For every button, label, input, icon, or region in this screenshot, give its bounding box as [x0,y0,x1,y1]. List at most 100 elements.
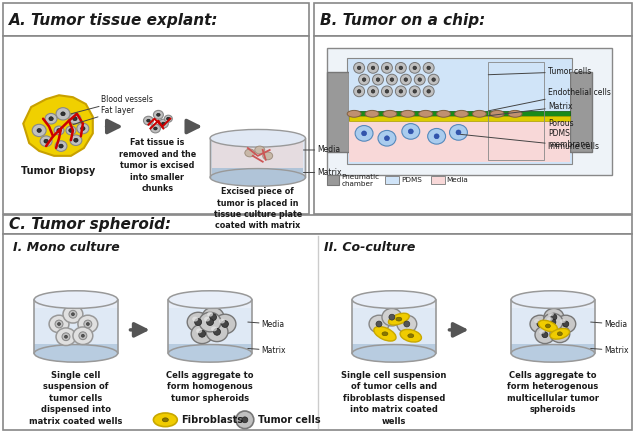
Bar [168,308,252,344]
Ellipse shape [79,332,87,340]
Ellipse shape [71,313,75,316]
Ellipse shape [262,152,273,160]
Bar [352,308,436,344]
Ellipse shape [354,62,364,73]
Ellipse shape [210,169,306,186]
Ellipse shape [378,130,396,146]
Text: Single cell
suspension of
tumor cells
dispensed into
matrix coated wells: Single cell suspension of tumor cells di… [29,371,122,426]
Ellipse shape [32,124,46,136]
Text: C. Tumor spheroid:: C. Tumor spheroid: [10,217,171,232]
Ellipse shape [544,308,564,326]
Ellipse shape [557,331,563,337]
Bar [315,4,633,36]
Ellipse shape [154,110,163,119]
Ellipse shape [81,127,85,130]
Text: Tumor cells: Tumor cells [489,67,591,76]
Bar [327,72,349,152]
Polygon shape [34,300,118,353]
Ellipse shape [408,129,413,134]
Bar [431,176,445,184]
Ellipse shape [204,317,210,322]
Ellipse shape [408,334,414,337]
Ellipse shape [352,291,436,308]
Ellipse shape [214,314,236,334]
Ellipse shape [49,117,54,121]
Text: Matrix: Matrix [489,103,573,116]
Ellipse shape [147,119,150,122]
Bar [315,36,633,213]
Polygon shape [210,138,306,177]
Ellipse shape [150,124,161,133]
Text: PDMS: PDMS [401,177,422,183]
Ellipse shape [191,324,213,344]
Ellipse shape [436,110,450,117]
Text: Fat layer: Fat layer [73,106,134,125]
Ellipse shape [434,134,439,139]
Bar [349,111,569,116]
Ellipse shape [210,129,306,147]
Ellipse shape [413,90,417,93]
Text: B. Tumor on a chip:: B. Tumor on a chip: [320,14,485,29]
Ellipse shape [548,312,554,316]
Ellipse shape [74,138,78,142]
Ellipse shape [63,305,83,323]
Ellipse shape [73,117,77,121]
Ellipse shape [187,312,209,332]
Text: Media: Media [248,319,285,329]
Ellipse shape [563,321,569,327]
Text: Cells aggregate to
form homogenous
tumor spheroids: Cells aggregate to form homogenous tumor… [166,371,254,403]
Ellipse shape [450,125,468,140]
Ellipse shape [428,74,439,85]
Ellipse shape [390,78,394,81]
Text: Tumor Biopsy: Tumor Biopsy [21,165,95,176]
Ellipse shape [542,332,548,337]
Ellipse shape [143,116,154,125]
Ellipse shape [54,126,64,135]
Ellipse shape [399,90,403,93]
Ellipse shape [168,345,252,362]
Ellipse shape [418,78,422,81]
Ellipse shape [192,317,198,322]
Ellipse shape [508,110,522,117]
Ellipse shape [40,136,52,147]
Ellipse shape [73,327,93,345]
Ellipse shape [49,315,69,333]
Ellipse shape [374,326,396,341]
Ellipse shape [210,314,217,321]
Ellipse shape [357,66,361,70]
Text: Endothelial cells: Endothelial cells [489,88,611,111]
Ellipse shape [354,86,364,97]
Bar [3,4,310,36]
Ellipse shape [70,135,82,146]
Bar [511,308,594,344]
Ellipse shape [59,144,63,148]
Ellipse shape [490,110,505,117]
Ellipse shape [236,411,254,429]
Ellipse shape [538,320,557,332]
Ellipse shape [206,319,213,326]
Ellipse shape [396,86,406,97]
Bar [34,308,118,344]
Ellipse shape [206,322,228,341]
Bar [489,62,544,160]
Ellipse shape [64,335,68,338]
Ellipse shape [69,114,81,124]
Bar [3,215,633,234]
Bar [349,60,569,111]
Ellipse shape [556,315,576,333]
Ellipse shape [44,139,48,143]
Text: II. Co-culture: II. Co-culture [324,241,416,254]
Ellipse shape [547,317,553,321]
Ellipse shape [196,328,202,333]
Ellipse shape [385,66,389,70]
Text: Cells aggregate to
form heterogenous
multicellular tumor
spheroids: Cells aggregate to form heterogenous mul… [507,371,599,414]
Ellipse shape [355,125,373,141]
Ellipse shape [61,112,65,116]
Ellipse shape [550,328,569,339]
Ellipse shape [382,86,392,97]
Ellipse shape [385,136,389,141]
Ellipse shape [545,324,550,328]
Ellipse shape [427,90,431,93]
Ellipse shape [162,418,168,422]
Ellipse shape [57,128,61,132]
